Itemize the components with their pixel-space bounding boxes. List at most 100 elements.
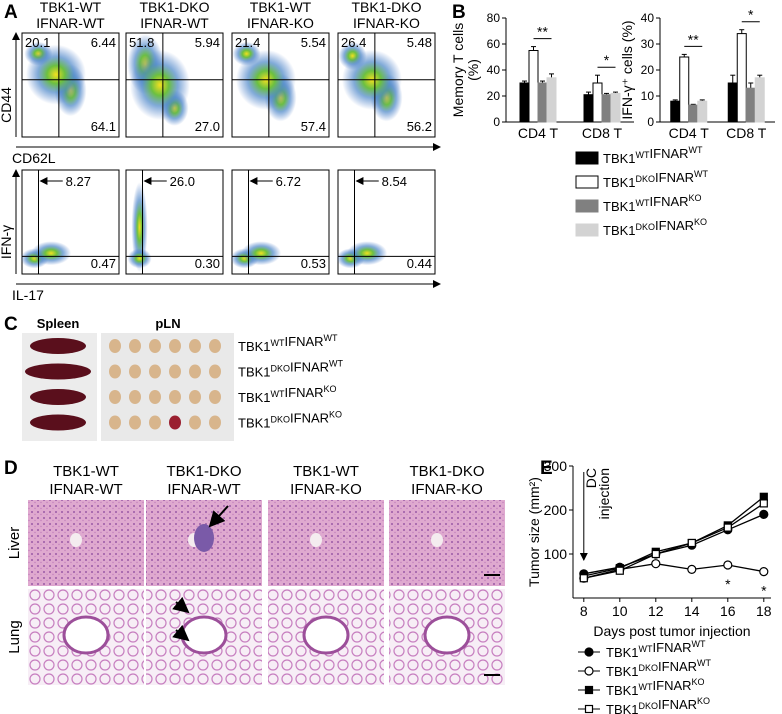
x-axis-label: Days post tumor injection (593, 623, 750, 639)
lymph-node (209, 415, 221, 430)
legend-label: TBK1WTIFNARKO (603, 193, 702, 214)
marker (759, 492, 768, 501)
bar (592, 82, 603, 123)
column-header: IFNAR-WT (167, 481, 240, 498)
row-label: Lung (6, 620, 23, 653)
bar (727, 82, 738, 123)
column-header: TBK1-DKO (351, 0, 421, 15)
lymph-node (149, 390, 161, 404)
quadrant-value: 51.8 (129, 35, 154, 50)
column-header: IFNAR-WT (49, 481, 122, 498)
cell-cloud (129, 50, 190, 120)
bar (610, 92, 621, 123)
panel-label: B (452, 2, 466, 23)
column-header: TBK1-DKO (139, 0, 209, 15)
lymph-node (189, 364, 201, 379)
legend-swatch (575, 151, 599, 165)
arrow (172, 596, 190, 614)
y-tick-label: 40 (641, 11, 655, 25)
spleen (30, 338, 86, 354)
legend-marker (584, 704, 594, 714)
annotation: injection (596, 468, 612, 519)
column-header: IFNAR-KO (247, 15, 314, 31)
x-tick-label: 14 (684, 603, 700, 619)
lymph-node (189, 390, 201, 404)
airway (302, 615, 350, 655)
significance: * (604, 52, 610, 68)
y-tick-label: 30 (641, 37, 655, 51)
marker (579, 574, 588, 583)
photo-title: Spleen (37, 316, 80, 331)
bar (670, 100, 681, 123)
x-tick-label: 8 (580, 603, 588, 619)
bar (528, 50, 539, 123)
y-tick-label: 20 (487, 89, 501, 103)
airway (180, 615, 228, 655)
photo-title: pLN (155, 316, 180, 331)
column-header: TBK1-DKO (166, 463, 241, 480)
marker (651, 559, 661, 569)
lymph-node (129, 339, 141, 353)
x-axis-label: CD62L (12, 150, 56, 166)
marker (687, 564, 697, 575)
panel-label: E (540, 458, 553, 479)
annotation: DC (583, 468, 599, 488)
panel-label: A (4, 2, 18, 23)
x-tick-label: 12 (648, 603, 664, 619)
infiltrate (194, 524, 214, 552)
marker (759, 499, 768, 508)
x-tick-label: CD8 T (582, 125, 623, 141)
quadrant-value: 8.27 (66, 174, 91, 189)
legend-swatch (575, 175, 599, 189)
lymph-node (169, 390, 181, 404)
lymph-node (149, 415, 161, 430)
y-tick-label: 60 (487, 37, 501, 51)
bar (736, 33, 747, 123)
y-tick-label: 10 (641, 89, 655, 103)
cell-cloud (127, 248, 152, 269)
x-tick-label: 18 (756, 603, 772, 619)
lymph-node (189, 415, 201, 430)
bar (546, 77, 557, 123)
legend-marker (584, 685, 594, 695)
row-label: TBK1DKOIFNARWT (238, 359, 344, 380)
y-axis-label: Memory T cells (450, 23, 466, 117)
cell-cloud (25, 44, 86, 105)
lymph-node (169, 364, 181, 379)
y-tick-label: 100 (544, 546, 568, 562)
quadrant-value: 0.44 (407, 256, 432, 271)
quadrant-value: 5.48 (407, 35, 432, 50)
significance: * (725, 576, 731, 592)
column-header: TBK1-WT (53, 463, 119, 480)
y-tick-label: 300 (544, 458, 568, 474)
vessel (70, 533, 82, 547)
quadrant-value: 27.0 (195, 119, 220, 134)
column-header: IFNAR-WT (140, 15, 209, 31)
quadrant-value: 6.44 (91, 35, 116, 50)
quadrant-value: 57.4 (301, 119, 326, 134)
bar (519, 82, 530, 123)
legend-swatch (575, 223, 599, 237)
significance: * (748, 7, 754, 23)
bar (679, 56, 690, 123)
lymph-node (109, 364, 121, 379)
x-tick-label: CD4 T (518, 125, 559, 141)
y-tick-label: 0 (493, 115, 500, 129)
bar (697, 100, 708, 123)
arrow (208, 505, 229, 528)
cell-cloud (347, 241, 388, 266)
significance: * (761, 583, 767, 599)
legend-marker (584, 647, 594, 657)
bar (745, 87, 756, 123)
panel-label: D (4, 458, 18, 479)
vessel (431, 533, 443, 547)
quadrant-value: 5.94 (195, 35, 220, 50)
lymph-node (209, 339, 221, 353)
cell-cloud (31, 241, 72, 266)
marker (651, 549, 660, 559)
column-header: TBK1-WT (40, 0, 102, 15)
y-tick-label: 200 (544, 502, 568, 518)
spleen (30, 414, 86, 431)
spleen (30, 389, 86, 405)
panel-label: C (4, 314, 18, 335)
